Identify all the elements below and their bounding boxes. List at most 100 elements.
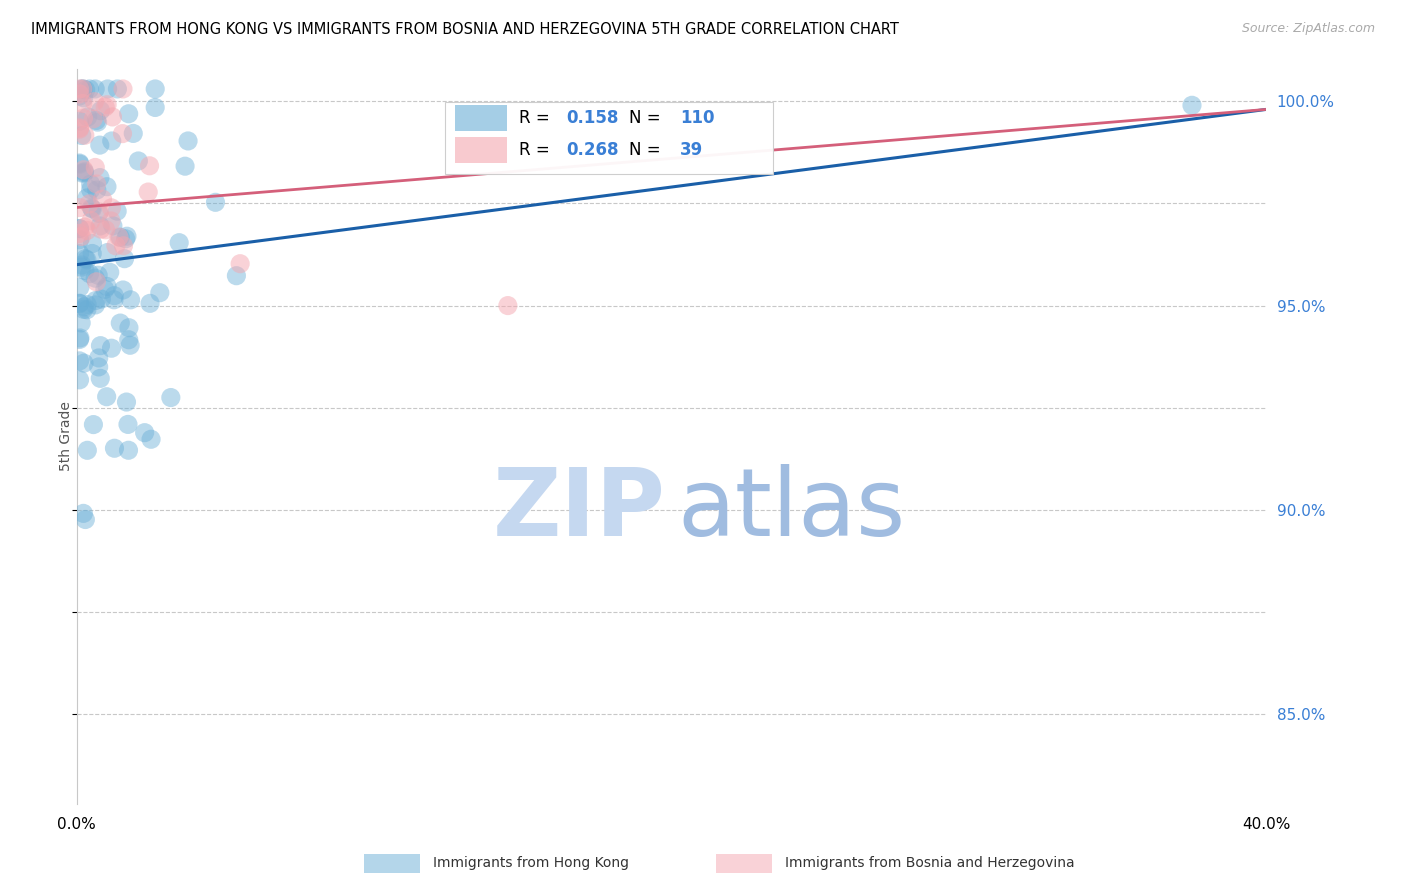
- Point: [117, 417, 139, 432]
- Point: [143, 82, 166, 96]
- Point: [69, 89, 91, 103]
- FancyBboxPatch shape: [456, 137, 508, 163]
- Point: [115, 395, 138, 409]
- Point: [96, 179, 118, 194]
- Text: 0.158: 0.158: [567, 109, 619, 127]
- Point: [82, 202, 104, 216]
- Point: [69, 87, 91, 101]
- Point: [75, 512, 97, 526]
- Point: [174, 159, 197, 173]
- Point: [69, 354, 91, 368]
- Point: [105, 204, 128, 219]
- Point: [69, 120, 91, 135]
- Point: [114, 252, 136, 266]
- Point: [120, 293, 142, 307]
- Point: [118, 320, 141, 334]
- Point: [111, 127, 134, 141]
- Point: [103, 288, 125, 302]
- Point: [69, 221, 91, 235]
- Point: [80, 201, 103, 215]
- Text: 0.268: 0.268: [567, 141, 619, 159]
- Point: [496, 299, 519, 313]
- Point: [73, 164, 96, 178]
- Point: [177, 134, 200, 148]
- Point: [69, 296, 91, 310]
- Point: [73, 356, 96, 370]
- Point: [86, 183, 108, 197]
- Point: [115, 229, 138, 244]
- Point: [114, 232, 136, 246]
- Point: [110, 230, 132, 244]
- Point: [111, 283, 134, 297]
- Point: [90, 292, 112, 306]
- Point: [120, 338, 142, 352]
- Point: [90, 103, 112, 118]
- Point: [72, 302, 94, 317]
- Text: N =: N =: [628, 109, 665, 127]
- Point: [143, 100, 166, 114]
- Point: [87, 351, 110, 365]
- Point: [84, 271, 107, 285]
- Point: [87, 268, 110, 283]
- Point: [89, 170, 111, 185]
- Point: [122, 127, 145, 141]
- Point: [89, 219, 111, 233]
- Point: [77, 197, 100, 211]
- Point: [70, 229, 93, 244]
- Point: [72, 507, 94, 521]
- Point: [76, 252, 98, 267]
- Text: R =: R =: [519, 109, 555, 127]
- Point: [73, 128, 96, 143]
- Point: [86, 115, 108, 129]
- Point: [87, 206, 110, 220]
- Point: [89, 339, 111, 353]
- Point: [70, 258, 93, 272]
- Point: [70, 316, 93, 330]
- Point: [69, 280, 91, 294]
- Point: [117, 443, 139, 458]
- Point: [69, 296, 91, 310]
- Point: [204, 195, 226, 210]
- Point: [76, 110, 98, 124]
- Point: [101, 110, 124, 124]
- Point: [110, 316, 132, 330]
- Point: [72, 82, 94, 96]
- Text: Source: ZipAtlas.com: Source: ZipAtlas.com: [1241, 22, 1375, 36]
- Point: [82, 246, 104, 260]
- Point: [111, 82, 134, 96]
- Point: [69, 233, 91, 247]
- Point: [89, 138, 111, 153]
- Point: [73, 220, 96, 235]
- Point: [96, 245, 118, 260]
- Point: [70, 166, 93, 180]
- Point: [94, 223, 117, 237]
- Text: IMMIGRANTS FROM HONG KONG VS IMMIGRANTS FROM BOSNIA AND HERZEGOVINA 5TH GRADE CO: IMMIGRANTS FROM HONG KONG VS IMMIGRANTS …: [31, 22, 898, 37]
- Point: [96, 390, 118, 404]
- Point: [103, 442, 125, 456]
- Point: [87, 359, 110, 374]
- Point: [84, 161, 107, 175]
- Point: [75, 83, 97, 97]
- Point: [97, 82, 120, 96]
- FancyBboxPatch shape: [446, 102, 772, 174]
- Point: [84, 298, 107, 312]
- Point: [80, 213, 103, 227]
- Text: R =: R =: [519, 141, 555, 159]
- Point: [89, 205, 111, 219]
- Point: [91, 192, 114, 206]
- Point: [82, 112, 104, 126]
- Text: Immigrants from Bosnia and Herzegovina: Immigrants from Bosnia and Herzegovina: [785, 856, 1074, 871]
- Point: [72, 91, 94, 105]
- Text: 110: 110: [679, 109, 714, 127]
- Point: [138, 159, 160, 173]
- Point: [69, 156, 91, 170]
- Point: [90, 222, 112, 236]
- Point: [73, 263, 96, 277]
- Point: [70, 82, 93, 96]
- Point: [118, 107, 141, 121]
- Point: [70, 260, 93, 274]
- Point: [112, 239, 135, 253]
- Point: [69, 157, 91, 171]
- Point: [69, 201, 91, 215]
- Point: [100, 134, 122, 148]
